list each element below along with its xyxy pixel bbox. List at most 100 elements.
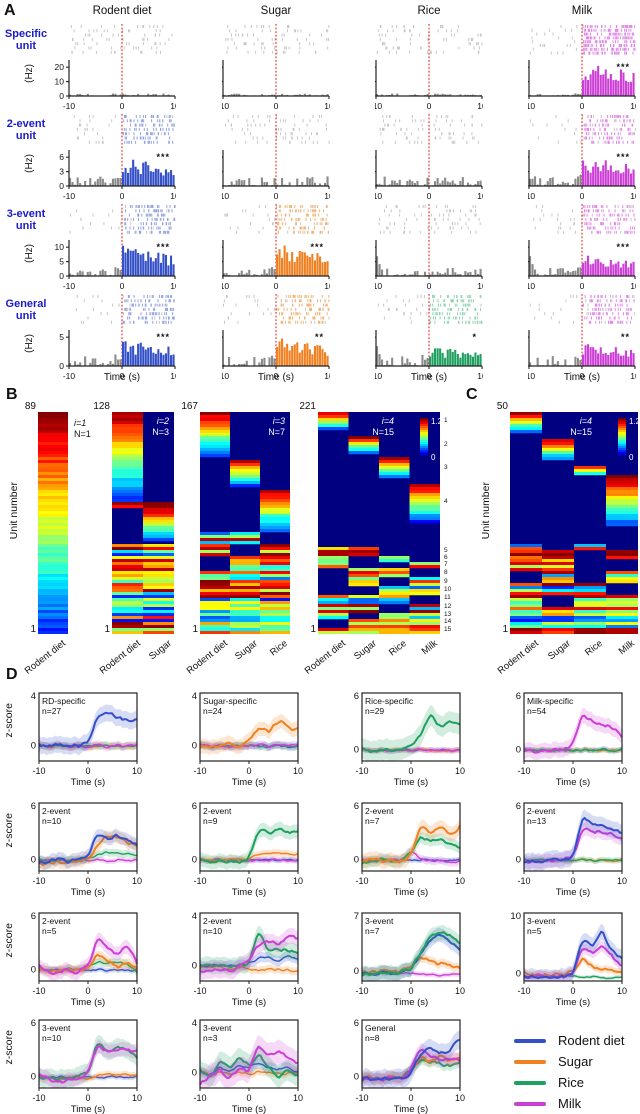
svg-text:0: 0 — [427, 371, 432, 381]
svg-text:0: 0 — [274, 371, 279, 381]
c1-xlabel-3: Milk — [616, 638, 637, 658]
b4-xlabel-2: Rice — [387, 638, 410, 659]
svg-text:10: 10 — [455, 1093, 465, 1103]
svg-text:0: 0 — [120, 371, 125, 381]
subplot-n: n=10 — [42, 816, 61, 826]
svg-text:10: 10 — [170, 191, 176, 201]
subplot-n: n=7 — [365, 926, 380, 936]
svg-text:10: 10 — [132, 876, 142, 886]
svg-text:0: 0 — [31, 855, 36, 866]
c1-xlabel-2: Rice — [583, 638, 605, 659]
zscore-axis-label: z-score — [3, 923, 15, 958]
b1-heatmap — [38, 412, 68, 634]
psth-rice-row3: -10 0 10 — [375, 204, 483, 291]
subplot-n: n=13 — [527, 816, 546, 826]
b4-xlabel-0: Rodent diet — [302, 638, 349, 677]
svg-text:0: 0 — [274, 101, 279, 111]
svg-text:-10: -10 — [193, 766, 206, 776]
legend-swatch-rice — [514, 1080, 546, 1085]
subplot-title: 2-event — [203, 916, 232, 926]
subplot-n: n=5 — [42, 926, 57, 936]
svg-text:Time (s): Time (s) — [394, 777, 428, 788]
svg-text:Time (s): Time (s) — [71, 887, 105, 898]
svg-text:-10: -10 — [193, 1093, 206, 1103]
svg-text:5: 5 — [59, 257, 64, 267]
time-axis-label: Time (s) — [257, 372, 295, 383]
panel-d-label: D — [6, 666, 18, 683]
subplot-n: n=9 — [203, 816, 218, 826]
subplot-title: Rice-specific — [365, 696, 414, 706]
c1-colorbar: 1.20 — [618, 417, 640, 462]
svg-text:10: 10 — [324, 191, 330, 201]
svg-text:-10: -10 — [63, 101, 76, 111]
b2-xlabel-0: Rodent diet — [97, 638, 143, 677]
svg-text:-10: -10 — [193, 986, 206, 996]
svg-text:-10: -10 — [32, 986, 45, 996]
b4-group-number: 8 — [444, 569, 448, 577]
svg-text:-10: -10 — [355, 1093, 368, 1103]
time-axis-label: Time (s) — [410, 372, 448, 383]
svg-text:5: 5 — [59, 332, 64, 342]
b4-xlabel-3: Milk — [419, 638, 440, 658]
svg-text:-10: -10 — [517, 766, 530, 776]
b4-group-number: 13 — [444, 610, 452, 618]
svg-text:-10: -10 — [32, 766, 45, 776]
legend-item-milk: Milk — [514, 1093, 625, 1114]
c1-heatmap — [510, 412, 638, 634]
svg-text:0: 0 — [570, 986, 575, 996]
svg-text:6: 6 — [59, 152, 64, 162]
psth-milk-row4: -10 0 10 ** — [528, 294, 636, 381]
b3-unit-min: 1 — [192, 624, 198, 635]
svg-text:0: 0 — [427, 191, 432, 201]
significance-stars: *** — [310, 242, 324, 252]
significance-stars: *** — [616, 62, 630, 72]
svg-text:0: 0 — [246, 1093, 251, 1103]
svg-text:10: 10 — [477, 281, 483, 291]
column-header-rice: Rice — [417, 5, 441, 17]
unit-number-axis-label-c: Unit number — [480, 482, 492, 540]
legend-label: Rodent diet — [558, 1033, 625, 1048]
svg-text:4: 4 — [192, 691, 197, 702]
svg-text:0: 0 — [570, 766, 575, 776]
psth-rice-row2: -10 0 10 — [375, 114, 483, 201]
subplot-n: n=27 — [42, 706, 61, 716]
svg-text:0: 0 — [192, 1067, 197, 1078]
significance-stars: ** — [315, 332, 324, 342]
subplot-n: n=5 — [527, 926, 542, 936]
svg-text:4: 4 — [192, 1018, 197, 1029]
c1-annotation: i=4 N=15 — [570, 416, 592, 437]
svg-text:-10: -10 — [517, 986, 530, 996]
psth-sugar-row4: -10 0 10 ** — [222, 294, 330, 381]
svg-text:10: 10 — [510, 911, 521, 922]
b4-group-number: 1 — [444, 416, 448, 424]
zscore-axis-label: z-score — [3, 703, 15, 738]
svg-text:0: 0 — [516, 855, 521, 866]
svg-text:6: 6 — [354, 801, 359, 812]
c1-unit-min: 1 — [502, 624, 508, 635]
subplot-n: n=10 — [42, 1033, 61, 1043]
hz-axis-label: (Hz) — [24, 334, 35, 353]
b2-xlabel-1: Sugar — [146, 638, 174, 663]
b4-group-number: 3 — [444, 463, 448, 471]
psth-sugar-row3: -10 0 10 *** — [222, 204, 330, 291]
svg-text:0: 0 — [570, 876, 575, 886]
svg-text:10: 10 — [293, 766, 303, 776]
svg-text:10: 10 — [630, 191, 636, 201]
svg-text:Time (s): Time (s) — [556, 887, 590, 898]
svg-text:-10: -10 — [517, 876, 530, 886]
svg-text:0: 0 — [431, 453, 436, 462]
svg-text:10: 10 — [617, 986, 627, 996]
b4-colorbar: 1.20 — [420, 417, 443, 462]
b3-xlabel-1: Sugar — [233, 638, 260, 663]
svg-text:10: 10 — [630, 101, 636, 111]
subplot-n: n=24 — [203, 706, 222, 716]
svg-text:-10: -10 — [375, 191, 382, 201]
svg-text:-10: -10 — [222, 281, 229, 291]
